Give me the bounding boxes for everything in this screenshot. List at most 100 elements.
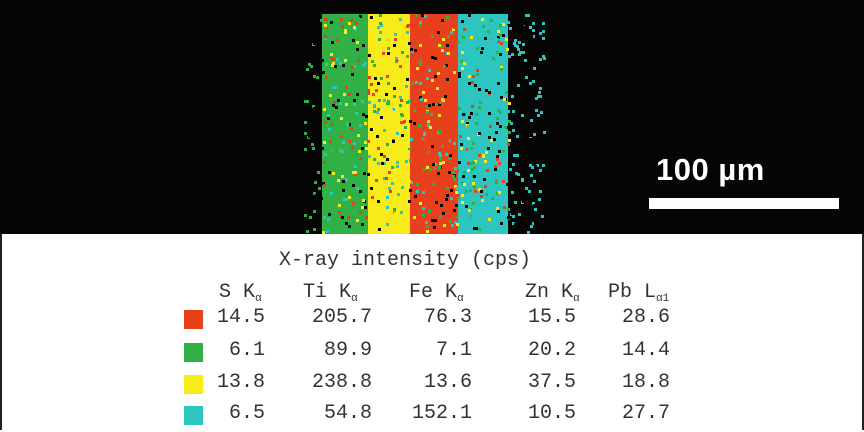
speckle-pixel — [491, 27, 494, 30]
table-cell: 6.5 — [228, 402, 265, 425]
speckle-pixel — [313, 210, 316, 213]
speckle-pixel — [471, 168, 474, 171]
xray-intensity-table: X-ray intensity (cps) S Kα Ti Kα Fe Kα Zn K… — [0, 234, 864, 430]
speckle-pixel — [431, 145, 434, 148]
speckle-pixel — [359, 15, 362, 18]
speckle-pixel — [359, 211, 362, 214]
speckle-pixel — [441, 98, 444, 101]
speckle-pixel — [526, 47, 529, 50]
speckle-pixel — [401, 51, 404, 54]
speckle-pixel — [388, 187, 391, 190]
speckle-pixel — [478, 188, 481, 191]
speckle-pixel — [361, 206, 364, 209]
speckle-pixel — [461, 20, 464, 23]
speckle-pixel — [479, 101, 482, 104]
speckle-pixel — [457, 186, 460, 189]
speckle-pixel — [419, 44, 422, 47]
speckle-pixel — [446, 194, 449, 197]
speckle-pixel — [517, 77, 520, 80]
speckle-pixel — [383, 129, 386, 132]
speckle-pixel — [378, 228, 381, 231]
speckle-pixel — [370, 128, 373, 131]
speckle-pixel — [397, 193, 400, 196]
speckle-pixel — [348, 123, 351, 126]
speckle-pixel — [315, 203, 318, 206]
speckle-pixel — [307, 22, 310, 25]
speckle-pixel — [526, 176, 529, 179]
speckle-pixel — [514, 201, 517, 204]
speckle-pixel — [392, 82, 395, 85]
speckle-pixel — [450, 83, 453, 86]
speckle-pixel — [453, 26, 456, 29]
speckle-pixel — [522, 67, 525, 70]
speckle-pixel — [496, 38, 499, 41]
speckle-pixel — [374, 77, 377, 80]
speckle-pixel — [533, 180, 536, 183]
speckle-pixel — [490, 167, 493, 170]
speckle-pixel — [423, 24, 426, 27]
speckle-pixel — [426, 225, 429, 228]
speckle-pixel — [330, 53, 333, 56]
speckle-pixel — [353, 26, 356, 29]
speckle-pixel — [532, 29, 535, 32]
speckle-pixel — [334, 65, 337, 68]
speckle-pixel — [353, 142, 356, 145]
speckle-pixel — [324, 24, 327, 27]
speckle-pixel — [488, 112, 491, 115]
speckle-pixel — [323, 161, 326, 164]
speckle-pixel — [343, 93, 346, 96]
speckle-pixel — [460, 143, 463, 146]
speckle-pixel — [316, 76, 319, 79]
speckle-pixel — [419, 24, 422, 27]
speckle-pixel — [504, 126, 507, 129]
speckle-pixel — [452, 175, 455, 178]
speckle-pixel — [324, 153, 327, 156]
speckle-pixel — [497, 36, 500, 39]
speckle-pixel — [406, 78, 409, 81]
speckle-pixel — [525, 14, 528, 17]
column-header: Zn Kα — [525, 281, 580, 305]
speckle-pixel — [426, 166, 429, 169]
speckle-pixel — [485, 151, 488, 154]
speckle-pixel — [373, 158, 376, 161]
speckle-pixel — [511, 191, 514, 194]
speckle-pixel — [494, 168, 497, 171]
speckle-pixel — [530, 174, 533, 177]
speckle-pixel — [529, 82, 532, 85]
speckle-pixel — [481, 199, 484, 202]
speckle-pixel — [504, 29, 507, 32]
speckle-pixel — [514, 223, 517, 226]
speckle-pixel — [456, 223, 459, 226]
speckle-pixel — [513, 72, 516, 75]
speckle-pixel — [461, 201, 464, 204]
speckle-pixel — [355, 112, 358, 115]
speckle-pixel — [478, 88, 481, 91]
speckle-pixel — [539, 169, 542, 172]
table-cell: 13.6 — [423, 371, 472, 394]
speckle-pixel — [488, 136, 491, 139]
speckle-pixel — [322, 182, 325, 185]
speckle-pixel — [348, 201, 351, 204]
speckle-pixel — [326, 230, 329, 233]
speckle-pixel — [431, 219, 434, 222]
speckle-pixel — [542, 37, 545, 40]
speckle-pixel — [353, 65, 356, 68]
speckle-pixel — [331, 41, 334, 44]
speckle-pixel — [529, 138, 532, 141]
speckle-pixel — [391, 166, 394, 169]
speckle-pixel — [383, 99, 386, 102]
speckle-pixel — [312, 112, 315, 115]
speckle-pixel — [446, 44, 449, 47]
speckle-pixel — [370, 16, 373, 19]
speckle-pixel — [538, 91, 541, 94]
speckle-pixel — [433, 226, 436, 229]
speckle-pixel — [535, 35, 538, 38]
speckle-pixel — [432, 163, 435, 166]
speckle-pixel — [523, 212, 526, 215]
speckle-pixel — [458, 161, 461, 164]
speckle-pixel — [476, 199, 479, 202]
color-swatch — [184, 310, 203, 329]
speckle-pixel — [377, 162, 380, 165]
speckle-pixel — [380, 114, 383, 117]
speckle-pixel — [524, 173, 527, 176]
